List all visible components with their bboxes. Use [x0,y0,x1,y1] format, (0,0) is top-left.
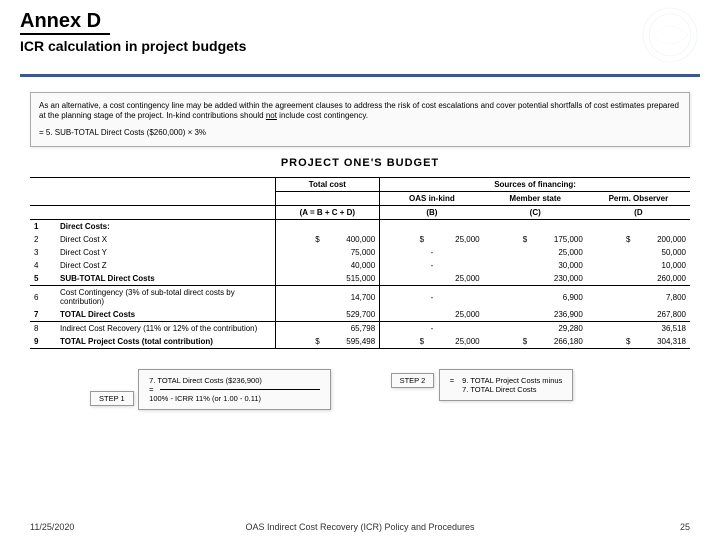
budget-table: Total cost Sources of financing: OAS in-… [30,177,690,349]
step2-label: STEP 2 [391,373,435,388]
note-formula: = 5. SUB-TOTAL Direct Costs ($260,000) ×… [39,128,681,138]
footer-date: 11/25/2020 [30,522,74,532]
step1-denominator: 100% - ICRR 11% (or 1.00 - 0.11) [149,394,319,403]
step1-numerator: 7. TOTAL Direct Costs ($236,900) [149,376,319,385]
step2-box: = 9. TOTAL Project Costs minus 7. TOTAL … [439,369,574,401]
budget-title: PROJECT ONE'S BUDGET [30,157,690,169]
step2-line1: 9. TOTAL Project Costs minus [462,376,562,385]
sub-d: (D [587,206,690,220]
sub-oas: OAS in-kind [380,192,484,206]
footer-page: 25 [680,522,690,532]
step1-container: STEP 1 7. TOTAL Direct Costs ($236,900) … [90,369,331,410]
sub-b: (B) [380,206,484,220]
sub-member: Member state [484,192,587,206]
page-subtitle: ICR calculation in project budgets [20,38,700,54]
table-row: 9 TOTAL Project Costs (total contributio… [30,335,690,349]
sub-perm: Perm. Observer [587,192,690,206]
table-row: 1 Direct Costs: [30,220,690,234]
sub-formula: (A = B + C + D) [275,206,380,220]
watermark-logo [630,5,710,65]
content-area: As an alternative, a cost contingency li… [0,77,720,425]
step1-label: STEP 1 [90,391,134,406]
table-row: 3 Direct Cost Y 75,000 - 25,000 50,000 [30,246,690,259]
table-row: 8 Indirect Cost Recovery (11% or 12% of … [30,322,690,336]
footer-center: OAS Indirect Cost Recovery (ICR) Policy … [245,522,474,532]
table-row: 7 TOTAL Direct Costs 529,700 25,000 236,… [30,308,690,322]
contingency-note: As an alternative, a cost contingency li… [30,92,690,147]
page-title: Annex D [20,10,700,33]
header: Annex D ICR calculation in project budge… [0,0,720,59]
step1-box: 7. TOTAL Direct Costs ($236,900) = 100% … [138,369,330,410]
table-row: 6 Cost Contingency (3% of sub-total dire… [30,286,690,309]
footer: 11/25/2020 OAS Indirect Cost Recovery (I… [0,522,720,532]
title-underline [20,33,110,35]
steps-row: STEP 1 7. TOTAL Direct Costs ($236,900) … [90,369,690,410]
fraction-line [160,389,320,390]
col-total: Total cost [275,178,380,192]
sub-c: (C) [484,206,587,220]
step2-line2: 7. TOTAL Direct Costs [462,385,562,394]
sub-oas-empty [275,192,380,206]
table-row: 5 SUB-TOTAL Direct Costs 515,000 25,000 … [30,272,690,286]
table-row: 4 Direct Cost Z 40,000 - 30,000 10,000 [30,259,690,272]
step2-container: STEP 2 = 9. TOTAL Project Costs minus 7.… [391,369,574,410]
table-row: 2 Direct Cost X $400,000 $25,000 $175,00… [30,233,690,246]
col-sources: Sources of financing: [380,178,690,192]
